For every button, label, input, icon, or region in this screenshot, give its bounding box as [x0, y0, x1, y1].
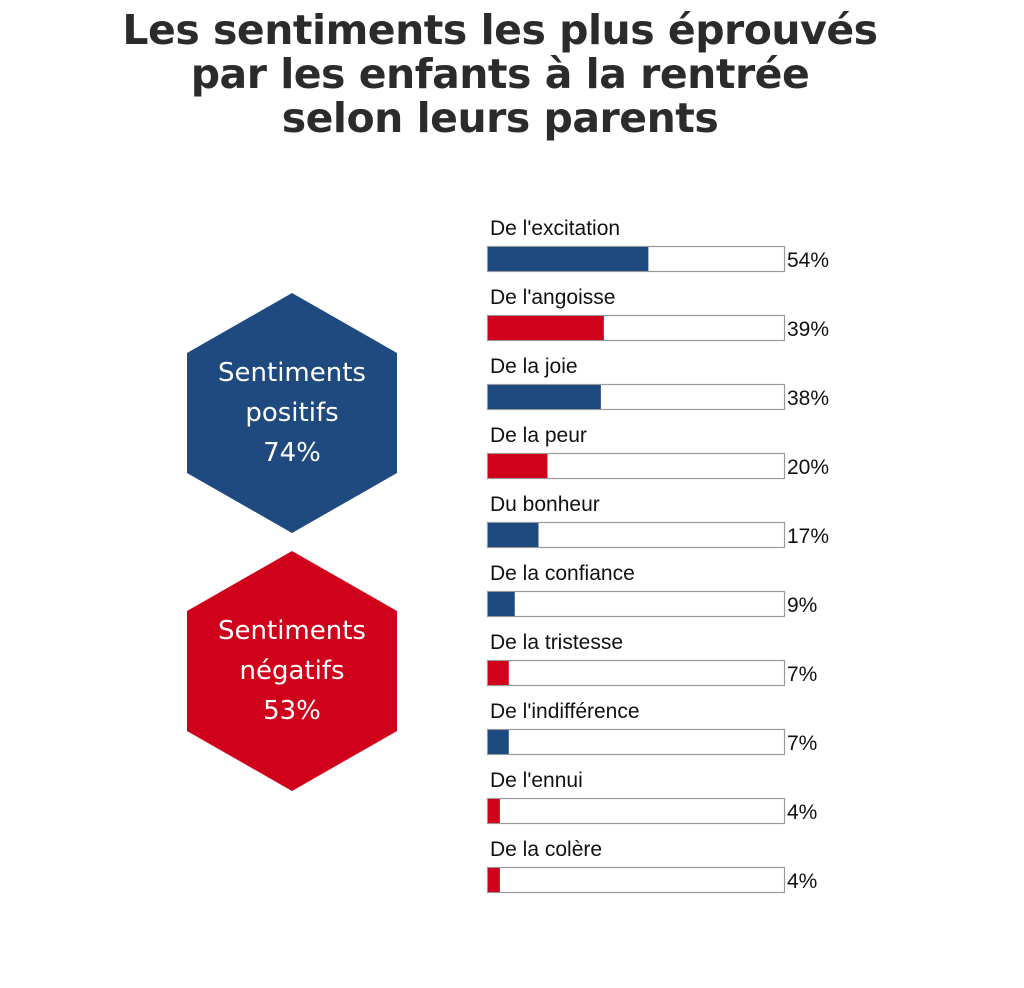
negative-sentiment-hexagon: Sentiments négatifs 53% — [187, 551, 397, 791]
bar-track — [486, 728, 786, 756]
bar-row: De la tristesse 7% — [486, 631, 817, 687]
bar-category-label: De l'ennui — [490, 769, 583, 792]
bar-value-label: 7% — [787, 732, 817, 755]
bar-row: De l'excitation 54% — [486, 217, 829, 273]
bar-row: De la confiance 9% — [486, 562, 817, 618]
bar-category-label: De l'excitation — [490, 217, 620, 240]
bar — [488, 799, 500, 823]
bar — [488, 247, 649, 271]
bar-row: Du bonheur 17% — [486, 493, 829, 549]
bar-value-label: 9% — [787, 594, 817, 617]
bar-value-label: 17% — [787, 525, 829, 548]
bar-value-label: 4% — [787, 870, 817, 893]
bar-row: De l'indifférence 7% — [486, 700, 817, 756]
bar — [488, 523, 539, 547]
bar-value-label: 39% — [787, 318, 829, 341]
bar-value-label: 7% — [787, 663, 817, 686]
bar-row: De l'angoisse 39% — [486, 286, 829, 342]
negative-label-line-2: négatifs — [239, 656, 345, 686]
bar — [488, 385, 601, 409]
bar — [488, 592, 515, 616]
bar-category-label: De la confiance — [490, 562, 635, 585]
bar-row: De l'ennui 4% — [486, 769, 817, 825]
negative-label-line-1: Sentiments — [218, 616, 366, 646]
bar — [488, 661, 509, 685]
bar-value-label: 54% — [787, 249, 829, 272]
positive-label-line-2: positifs — [245, 398, 339, 428]
bar-category-label: Du bonheur — [490, 493, 600, 516]
title-line-1: Les sentiments les plus éprouvés — [122, 6, 878, 54]
bar — [488, 730, 509, 754]
bar-category-label: De la peur — [490, 424, 587, 447]
positive-value: 74% — [263, 438, 321, 468]
bar-track — [486, 659, 786, 687]
bar — [488, 454, 548, 478]
title-line-3: selon leurs parents — [281, 94, 719, 142]
bar-category-label: De l'indifférence — [490, 700, 640, 723]
bar-track — [486, 866, 786, 894]
positive-sentiment-hexagon: Sentiments positifs 74% — [187, 293, 397, 533]
bar-row: De la colère 4% — [486, 838, 817, 894]
bar — [488, 316, 604, 340]
positive-hexagon-shape — [187, 293, 397, 533]
bar-row: De la joie 38% — [486, 355, 829, 411]
bar-row: De la peur 20% — [486, 424, 829, 480]
bar-track — [486, 797, 786, 825]
bar — [488, 868, 500, 892]
bar-category-label: De la colère — [490, 838, 602, 861]
bar-category-label: De la tristesse — [490, 631, 623, 654]
bar-category-label: De l'angoisse — [490, 286, 615, 309]
chart-title: Les sentiments les plus éprouvés par les… — [0, 8, 1000, 140]
bar-category-label: De la joie — [490, 355, 578, 378]
title-line-2: par les enfants à la rentrée — [190, 50, 810, 98]
negative-value: 53% — [263, 696, 321, 726]
bar-value-label: 20% — [787, 456, 829, 479]
bar-track — [486, 590, 786, 618]
bar-value-label: 4% — [787, 801, 817, 824]
positive-label-line-1: Sentiments — [218, 358, 366, 388]
negative-hexagon-shape — [187, 551, 397, 791]
bar-value-label: 38% — [787, 387, 829, 410]
